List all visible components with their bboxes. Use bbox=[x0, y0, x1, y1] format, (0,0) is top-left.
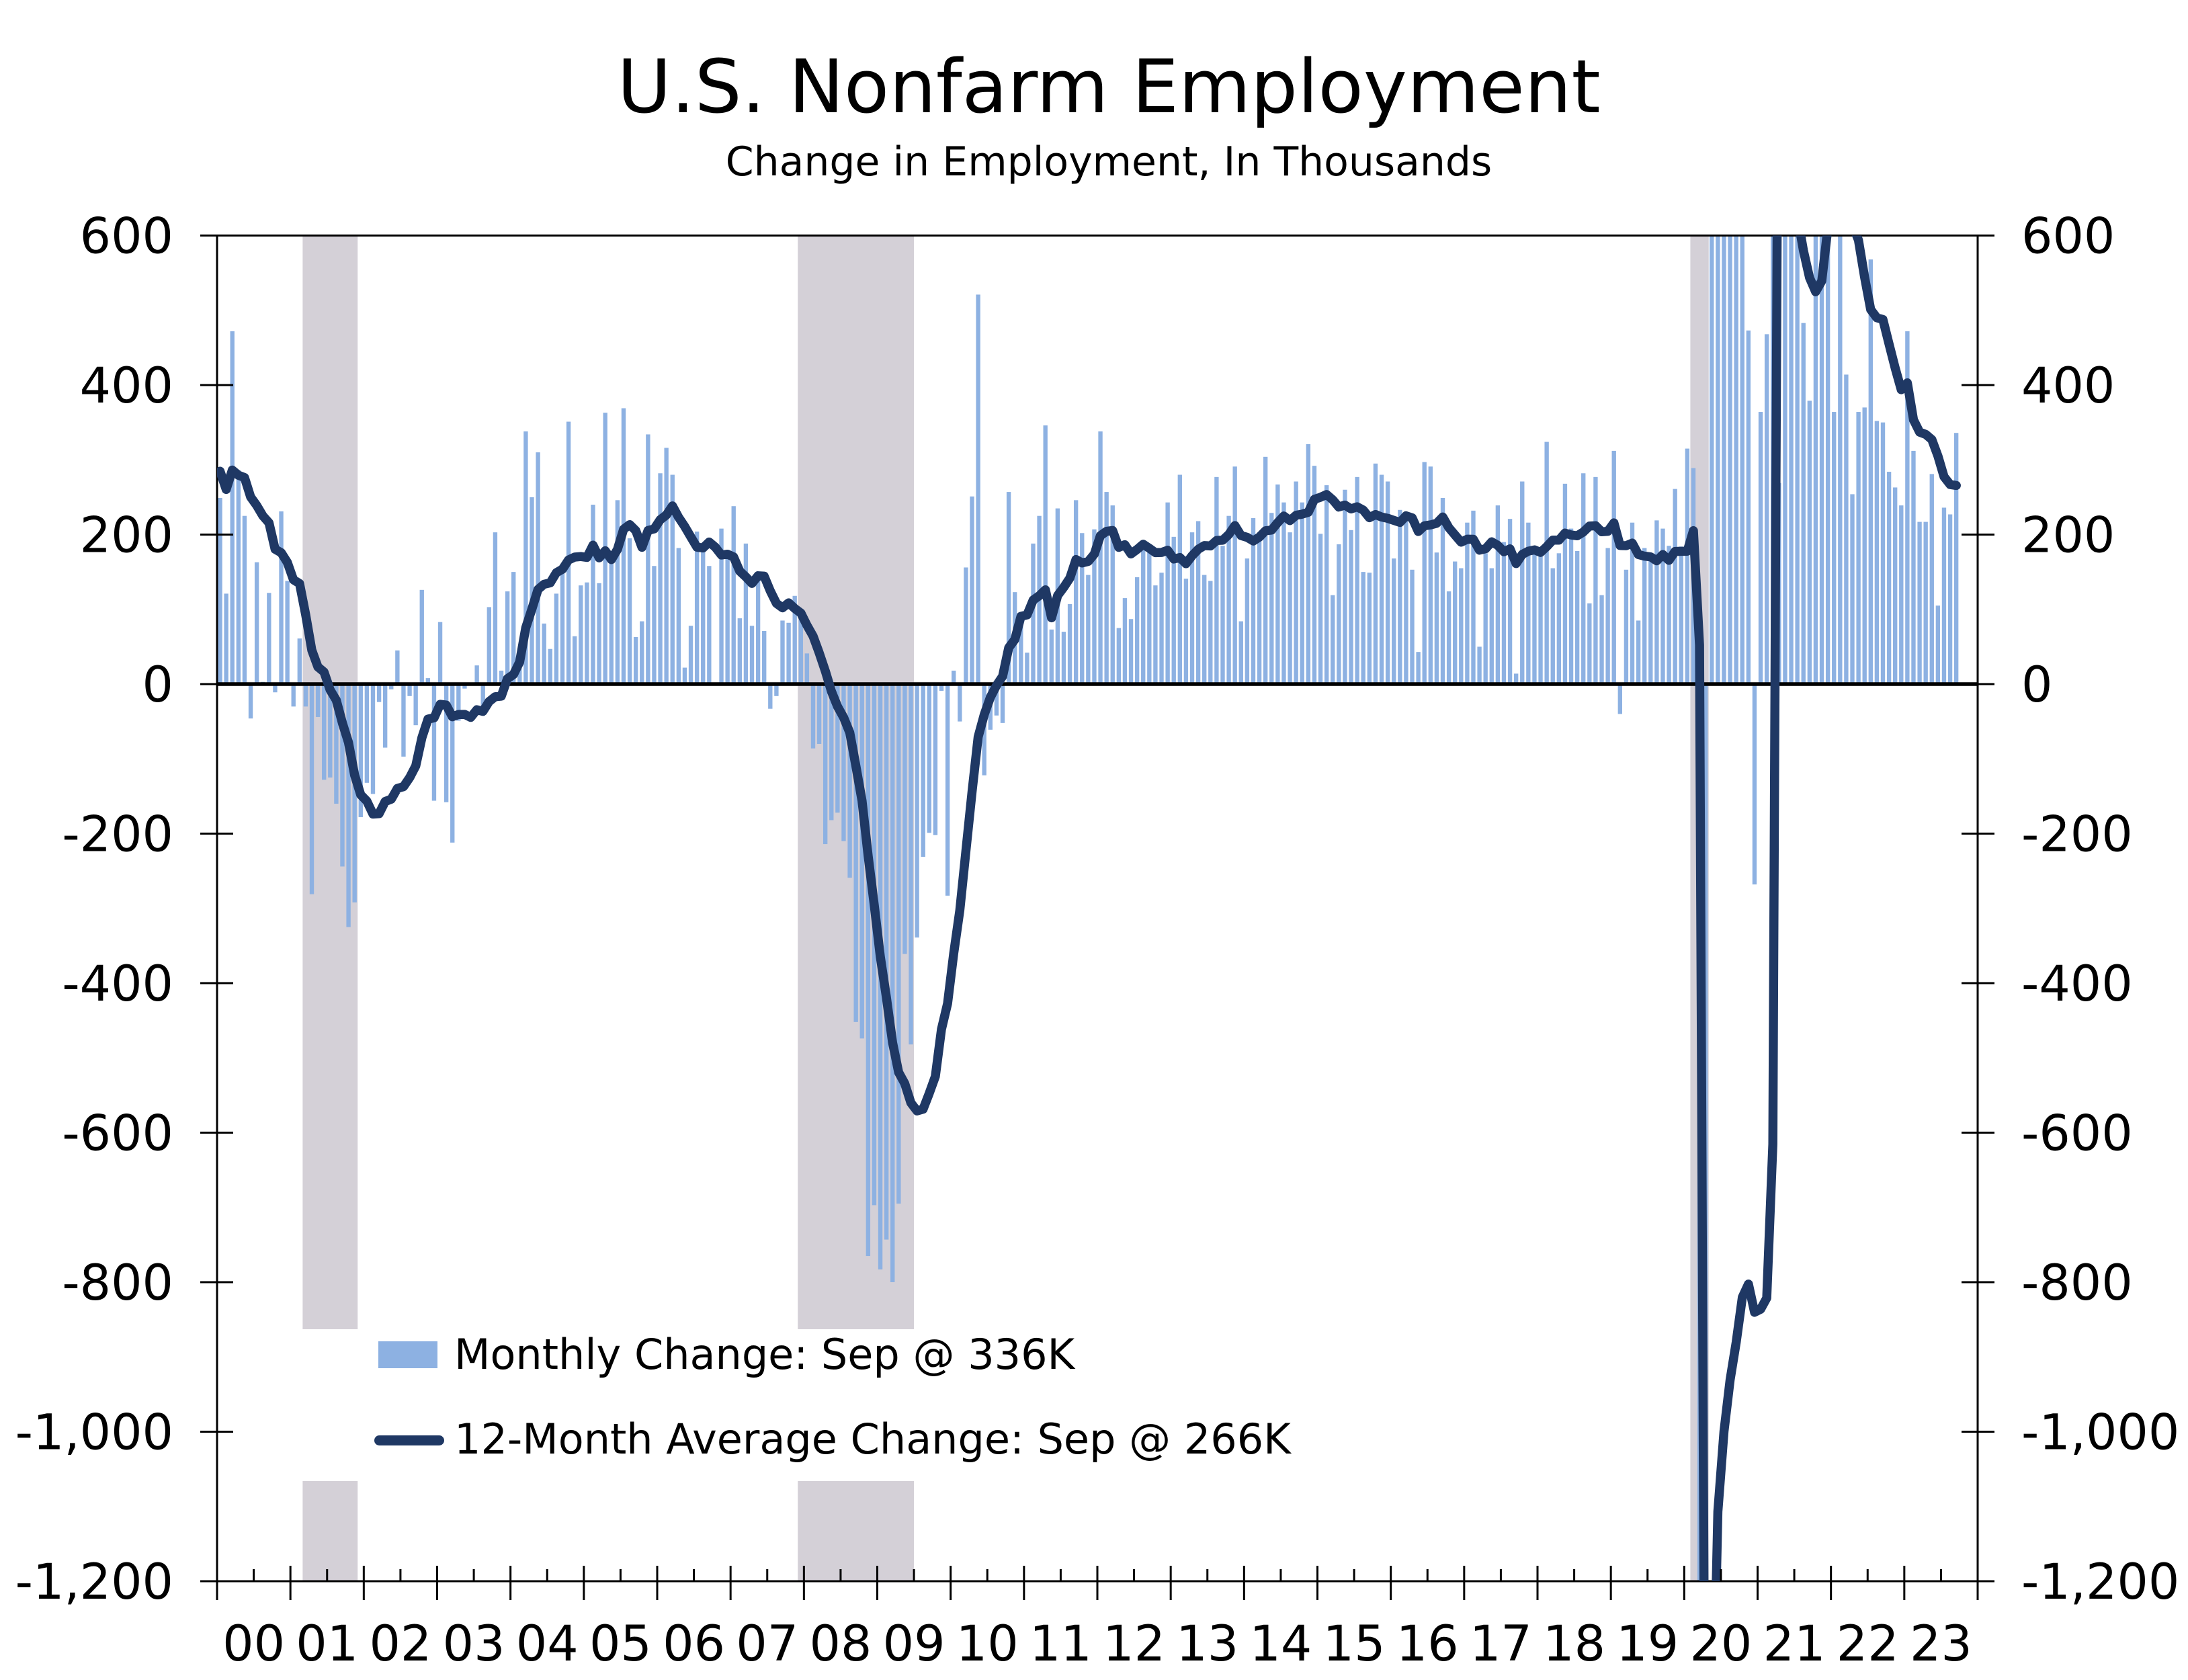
x-tick-label: 18 bbox=[1543, 1615, 1605, 1673]
x-tick-label: 13 bbox=[1176, 1615, 1238, 1673]
y-tick-label-left: -1,000 bbox=[15, 1404, 173, 1462]
x-tick-label: 19 bbox=[1616, 1615, 1679, 1673]
y-tick-label-right: -1,200 bbox=[2021, 1554, 2179, 1611]
y-axis-left: 600 400 200 0 -200 -400 -600 -800 -1,000 -1,200 bbox=[15, 208, 233, 1611]
x-tick-label: 03 bbox=[443, 1615, 505, 1673]
y-axis-right: 600 400 200 0 -200 -400 -600 -800 -1,000 -1,200 bbox=[1962, 208, 2179, 1611]
x-tick-label: 07 bbox=[736, 1615, 798, 1673]
line-swatch-icon bbox=[374, 1435, 444, 1445]
x-tick-label: 11 bbox=[1029, 1615, 1092, 1673]
chart-subtitle: Change in Employment, In Thousands bbox=[725, 138, 1492, 185]
x-tick-label: 09 bbox=[883, 1615, 945, 1673]
y-tick-label-right: -200 bbox=[2021, 806, 2133, 864]
y-tick-label-left: 200 bbox=[80, 507, 173, 564]
y-tick-label-right: -600 bbox=[2021, 1105, 2133, 1163]
x-tick-label: 16 bbox=[1396, 1615, 1459, 1673]
bar-swatch-icon bbox=[378, 1341, 437, 1368]
x-tick-label: 05 bbox=[589, 1615, 652, 1673]
x-tick-label: 06 bbox=[663, 1615, 725, 1673]
x-tick-label: 00 bbox=[222, 1615, 285, 1673]
y-tick-label-right: 0 bbox=[2021, 657, 2052, 714]
y-tick-label-left: -600 bbox=[62, 1105, 173, 1163]
legend-label-12-month-average: 12-Month Average Change: Sep @ 266K bbox=[454, 1415, 1291, 1464]
x-tick-label: 12 bbox=[1103, 1615, 1165, 1673]
y-tick-label-left: 400 bbox=[80, 358, 173, 415]
x-tick-label: 23 bbox=[1910, 1615, 1972, 1673]
y-tick-label-left: -400 bbox=[62, 956, 173, 1013]
x-axis: 00 01 02 03 04 05 06 07 08 09 10 11 12 13 14 15 16 17 18 19… bbox=[216, 1566, 1979, 1673]
y-tick-label-left: -1,200 bbox=[15, 1554, 173, 1611]
x-tick-label: 14 bbox=[1249, 1615, 1312, 1673]
legend-item-monthly-change: Monthly Change: Sep @ 336K bbox=[302, 1329, 1613, 1380]
y-tick-label-right: -1,000 bbox=[2021, 1404, 2179, 1462]
x-tick-label: 21 bbox=[1763, 1615, 1826, 1673]
x-tick-label: 02 bbox=[369, 1615, 431, 1673]
monthly-change-bars bbox=[218, 235, 1959, 1581]
x-tick-label: 04 bbox=[516, 1615, 579, 1673]
y-tick-label-right: 200 bbox=[2021, 507, 2115, 564]
x-tick-label: 08 bbox=[809, 1615, 872, 1673]
y-tick-label-left: 600 bbox=[80, 208, 173, 265]
legend-label-monthly-change: Monthly Change: Sep @ 336K bbox=[454, 1330, 1075, 1379]
x-tick-label: 15 bbox=[1323, 1615, 1386, 1673]
y-tick-label-right: -400 bbox=[2021, 956, 2133, 1013]
y-tick-label-left: -200 bbox=[62, 806, 173, 864]
x-tick-label: 17 bbox=[1470, 1615, 1532, 1673]
y-tick-label-left: 0 bbox=[142, 657, 173, 714]
legend-item-12-month-average: 12-Month Average Change: Sep @ 266K bbox=[302, 1414, 1613, 1465]
x-tick-label: 01 bbox=[296, 1615, 358, 1673]
x-tick-label: 20 bbox=[1689, 1615, 1752, 1673]
average-line bbox=[217, 235, 1961, 1581]
chart-title: U.S. Nonfarm Employment bbox=[617, 44, 1601, 130]
x-tick-label: 22 bbox=[1837, 1615, 1899, 1673]
y-tick-label-right: -800 bbox=[2021, 1255, 2133, 1312]
y-tick-label-left: -800 bbox=[62, 1255, 173, 1312]
y-tick-label-right: 600 bbox=[2021, 208, 2115, 265]
legend: Monthly Change: Sep @ 336K 12-Month Aver… bbox=[302, 1329, 1613, 1481]
y-tick-label-right: 400 bbox=[2021, 358, 2115, 415]
x-tick-label: 10 bbox=[956, 1615, 1019, 1673]
